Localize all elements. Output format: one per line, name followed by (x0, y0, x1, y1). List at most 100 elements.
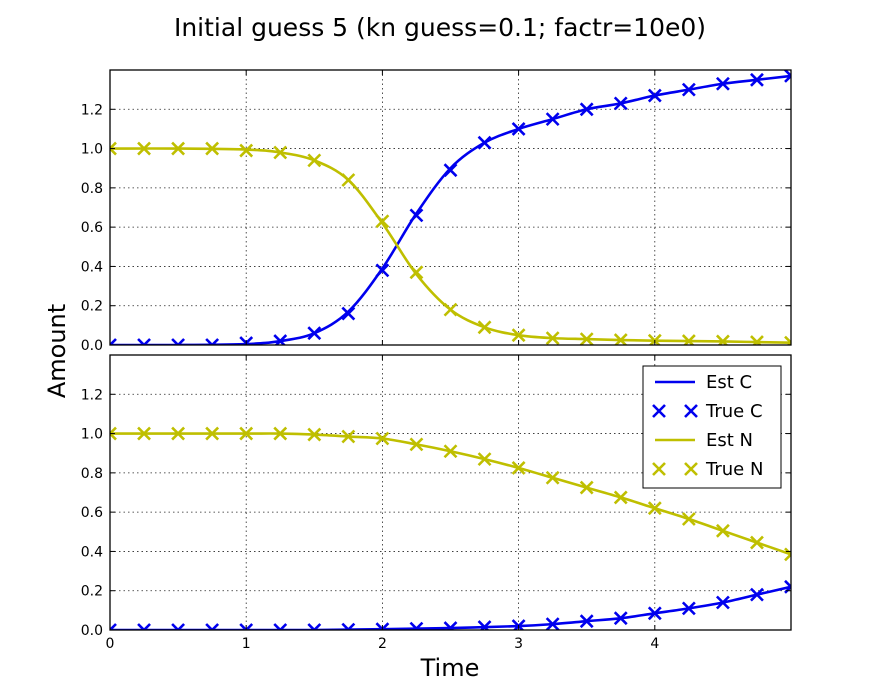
true-c-marker (784, 70, 791, 83)
legend-label-est-n: Est N (706, 430, 753, 451)
true-c-marker (579, 614, 594, 629)
true-n-marker (273, 145, 288, 160)
legend-swatch-true-n (684, 462, 698, 476)
true-n-marker (137, 141, 151, 156)
x-tick-label: 2 (378, 636, 387, 652)
true-n-marker (307, 153, 322, 168)
y-axis-title: Amount (43, 304, 71, 398)
true-c-marker (477, 135, 492, 150)
true-n-marker (681, 512, 696, 526)
y-tick-label: 0.0 (81, 623, 103, 639)
true-n-marker (239, 143, 254, 158)
true-c-marker (443, 621, 458, 630)
true-c-marker (205, 623, 220, 630)
true-c-marker (273, 334, 288, 345)
true-c-marker (137, 623, 151, 630)
chart-title: Initial guess 5 (kn guess=0.1; factr=10e… (174, 13, 706, 42)
true-n-marker (579, 332, 594, 345)
legend-label-est-c: Est C (706, 372, 752, 393)
true-n-marker (750, 535, 764, 550)
true-c-marker (681, 601, 696, 616)
true-n-marker (613, 490, 628, 505)
y-tick-label: 0.0 (81, 338, 103, 354)
y-tick-label: 1.2 (81, 102, 103, 118)
true-c-marker (171, 623, 186, 630)
true-c-marker (375, 263, 390, 278)
true-n-marker (715, 334, 730, 345)
top-panel: 0.0 0.2 0.4 0.6 0.8 1.0 1.2 (81, 69, 792, 354)
y-tick-label: 0.6 (81, 505, 103, 521)
true-n-marker (171, 426, 186, 441)
true-c-marker (750, 587, 764, 602)
true-n-marker (545, 331, 560, 345)
legend: Est C True C Est N True N (642, 365, 782, 489)
true-c-marker (750, 72, 764, 87)
x-axis: 0 1 2 3 4 (106, 636, 660, 652)
y-tick-label: 0.8 (81, 466, 103, 482)
legend-swatch-true-c (652, 404, 666, 418)
true-n-marker (443, 444, 458, 459)
legend-label-true-c: True C (705, 401, 763, 422)
true-n-marker (750, 335, 764, 345)
true-n-marker (477, 452, 492, 467)
bottom-panel: 0.0 0.2 0.4 0.6 0.8 1.0 1.2 (81, 354, 792, 639)
true-n-marker (409, 437, 424, 452)
true-c-marker (545, 617, 560, 630)
axes-frame (109, 354, 792, 631)
true-n-marker (341, 429, 356, 444)
true-n-marker (784, 335, 791, 345)
true-n-marker (171, 141, 186, 156)
y-tick-label: 0.4 (81, 259, 103, 275)
y-tick-label: 0.2 (81, 299, 103, 315)
true-c-marker (341, 306, 356, 321)
y-tick-label: 0.8 (81, 181, 103, 197)
legend-box (642, 365, 782, 489)
true-c-marker (579, 102, 594, 117)
y-tick-label: 1.0 (81, 142, 103, 158)
est-n-line (110, 147, 791, 344)
true-n-marker (545, 470, 560, 485)
y-tick-label: 1.2 (81, 387, 103, 403)
true-c-marker (273, 623, 288, 630)
y-tick-label: 1.0 (81, 427, 103, 443)
true-n-marker (409, 265, 424, 280)
true-c-marker (715, 595, 730, 610)
true-c-marker (110, 338, 117, 345)
true-n-marker (273, 426, 288, 441)
est-c-line (110, 74, 791, 345)
true-c-marker (205, 338, 220, 345)
y-tick-label: 0.2 (81, 584, 103, 600)
true-n-marker (681, 334, 696, 345)
true-n-marker (715, 523, 730, 538)
legend-label-true-n: True N (705, 459, 763, 480)
y-tick-label: 0.4 (81, 544, 103, 560)
true-n-marker (205, 141, 220, 156)
plot-area (110, 426, 791, 630)
x-tick-label: 0 (106, 636, 115, 652)
true-n-marker (110, 426, 117, 441)
true-n-marker (307, 427, 322, 442)
true-n-marker (341, 173, 356, 187)
true-n-marker (375, 431, 390, 446)
true-n-marker (239, 426, 254, 441)
true-n-marker (784, 547, 791, 562)
true-n-marker (375, 214, 390, 229)
true-c-marker (171, 338, 186, 345)
true-n-marker (647, 501, 662, 516)
true-c-marker (409, 208, 424, 223)
x-axis-title: Time (420, 654, 480, 682)
true-c-marker (613, 96, 628, 111)
x-tick-label: 4 (650, 636, 659, 652)
true-n-marker (137, 426, 151, 441)
true-c-marker (110, 623, 117, 630)
true-c-marker (409, 621, 424, 630)
true-n-marker (511, 328, 526, 343)
legend-swatch-true-c (684, 404, 698, 418)
true-c-marker (647, 606, 662, 621)
legend-swatch-true-n (652, 462, 666, 476)
true-c-marker (613, 611, 628, 626)
axes-frame (109, 69, 792, 346)
x-tick-label: 3 (514, 636, 523, 652)
true-c-marker (511, 122, 526, 136)
